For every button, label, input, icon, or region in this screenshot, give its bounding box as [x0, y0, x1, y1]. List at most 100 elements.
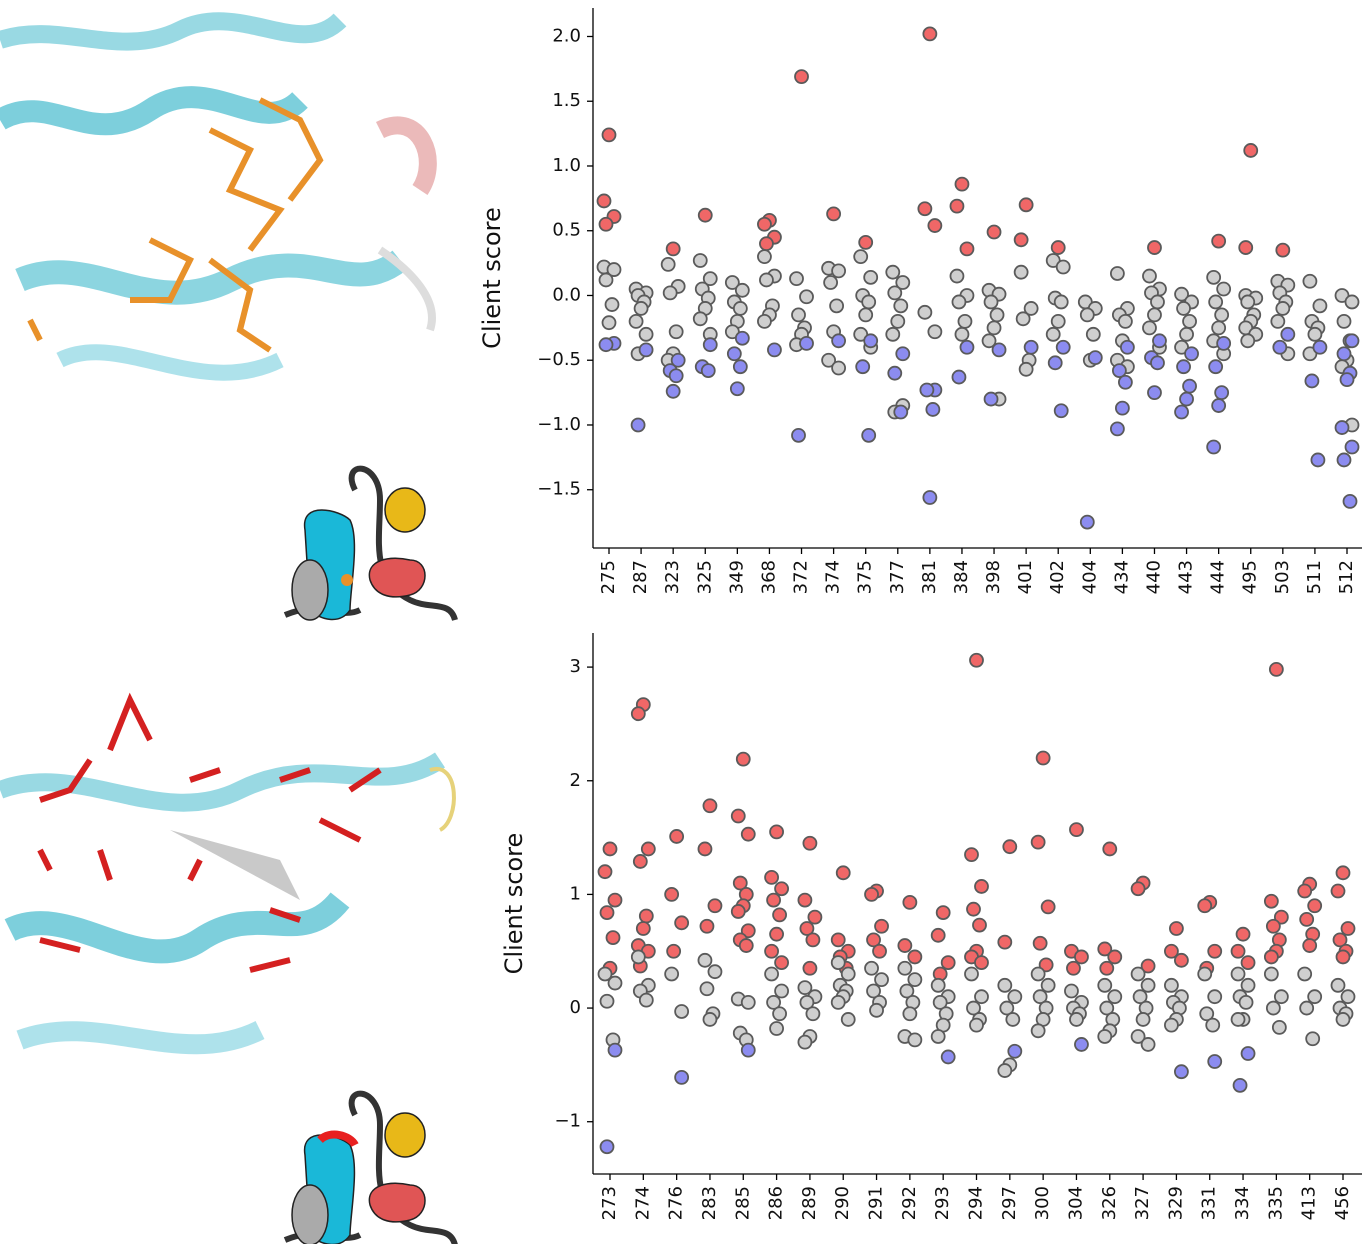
data-point: [974, 879, 989, 894]
data-point: [730, 904, 746, 919]
data-point: [628, 313, 644, 329]
data-point: [864, 887, 879, 902]
data-point: [989, 307, 1005, 323]
data-point: [1109, 266, 1125, 281]
data-point: [606, 262, 622, 277]
data-point: [1240, 333, 1256, 349]
data-point: [951, 369, 967, 385]
data-point: [1107, 949, 1123, 965]
data-point: [895, 275, 911, 290]
data-point: [1230, 1012, 1246, 1027]
data-point: [858, 307, 874, 323]
data-point: [954, 176, 970, 192]
data-point: [1299, 912, 1315, 927]
x-tick-label: 381: [919, 560, 940, 594]
x-tick-label: 402: [1047, 560, 1068, 594]
data-point: [858, 234, 874, 250]
data-point: [1018, 197, 1034, 213]
data-point: [666, 943, 682, 959]
data-point: [1111, 363, 1127, 378]
data-point: [935, 905, 951, 920]
data-point: [1275, 301, 1291, 316]
data-point: [821, 352, 837, 368]
data-point: [930, 1029, 946, 1044]
data-point: [1263, 893, 1279, 909]
data-point: [1140, 958, 1156, 974]
x-tick-label: 511: [1304, 560, 1325, 594]
data-point: [734, 330, 750, 346]
data-point: [927, 218, 943, 233]
data-point: [866, 932, 881, 948]
data-point: [907, 949, 923, 965]
data-point: [1235, 926, 1251, 942]
data-point: [1030, 966, 1046, 982]
x-tick-label: 331: [1199, 1186, 1220, 1220]
data-point: [1055, 339, 1071, 355]
data-point: [964, 847, 979, 863]
data-point: [919, 382, 935, 398]
x-tick-label: 375: [855, 560, 876, 594]
x-tick-label: 294: [966, 1186, 987, 1220]
data-point: [1179, 391, 1194, 407]
data-point: [699, 981, 715, 997]
data-point: [724, 275, 740, 290]
data-point: [1310, 452, 1326, 468]
data-point: [1240, 1046, 1256, 1061]
data-point: [1142, 320, 1157, 336]
x-tick-label: 377: [887, 560, 908, 594]
data-point: [1047, 355, 1063, 371]
data-point: [1130, 881, 1146, 897]
data-point: [1152, 333, 1167, 349]
data-point: [692, 253, 708, 268]
data-point: [1097, 941, 1113, 957]
data-point: [598, 337, 614, 353]
data-point: [974, 955, 989, 971]
data-point: [1040, 899, 1056, 915]
x-tick-label: 325: [694, 560, 715, 594]
data-point: [697, 207, 713, 223]
data-point: [1066, 960, 1081, 976]
data-point: [991, 342, 1007, 358]
data-point: [697, 952, 713, 968]
data-point: [670, 352, 686, 368]
data-point: [861, 294, 877, 310]
data-point: [949, 268, 965, 284]
data-point: [1164, 977, 1179, 993]
data-point: [799, 994, 815, 1010]
protein-structure-bottom: [0, 692, 456, 1055]
data-point: [1069, 822, 1084, 838]
data-point: [1304, 373, 1320, 389]
data-point: [986, 224, 1002, 240]
data-point: [699, 918, 715, 934]
data-point: [732, 359, 748, 375]
data-point: [1339, 372, 1355, 388]
data-point: [1265, 918, 1281, 934]
x-tick-label: 456: [1332, 1186, 1353, 1220]
x-tick-label: 329: [1165, 1186, 1186, 1220]
data-point: [1040, 977, 1056, 993]
data-point: [1053, 294, 1069, 310]
data-point: [740, 923, 756, 939]
data-point: [1330, 883, 1346, 899]
data-point: [1174, 952, 1189, 968]
data-point: [702, 271, 718, 287]
data-point: [665, 241, 681, 257]
data-point: [789, 271, 804, 287]
data-point: [1176, 301, 1191, 316]
x-tick-label: 276: [666, 1186, 687, 1220]
data-point: [830, 994, 846, 1010]
data-point: [1335, 1012, 1351, 1027]
data-point: [1238, 240, 1254, 255]
x-tick-label: 327: [1132, 1186, 1153, 1220]
data-point: [954, 326, 970, 342]
data-point: [1302, 273, 1318, 289]
data-point: [1305, 1031, 1321, 1047]
y-axis-label: Client score: [478, 207, 506, 349]
x-tick-label: 304: [1065, 1186, 1086, 1220]
data-point: [1079, 307, 1095, 323]
x-tick-label: 349: [726, 560, 747, 594]
data-point: [740, 1042, 756, 1058]
data-point: [1174, 1064, 1189, 1080]
data-point: [1207, 943, 1223, 959]
data-point: [697, 841, 713, 857]
